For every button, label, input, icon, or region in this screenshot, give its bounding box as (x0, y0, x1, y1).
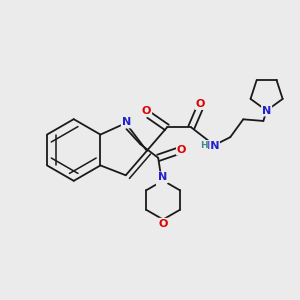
Text: HN: HN (201, 141, 219, 151)
Text: O: O (142, 106, 151, 116)
Text: N: N (262, 106, 271, 116)
Text: O: O (195, 99, 205, 109)
Text: N: N (157, 175, 166, 185)
Text: N: N (158, 172, 168, 182)
Text: H: H (200, 141, 208, 150)
Text: N: N (122, 118, 131, 128)
Text: O: O (177, 145, 186, 155)
Text: O: O (158, 219, 168, 229)
